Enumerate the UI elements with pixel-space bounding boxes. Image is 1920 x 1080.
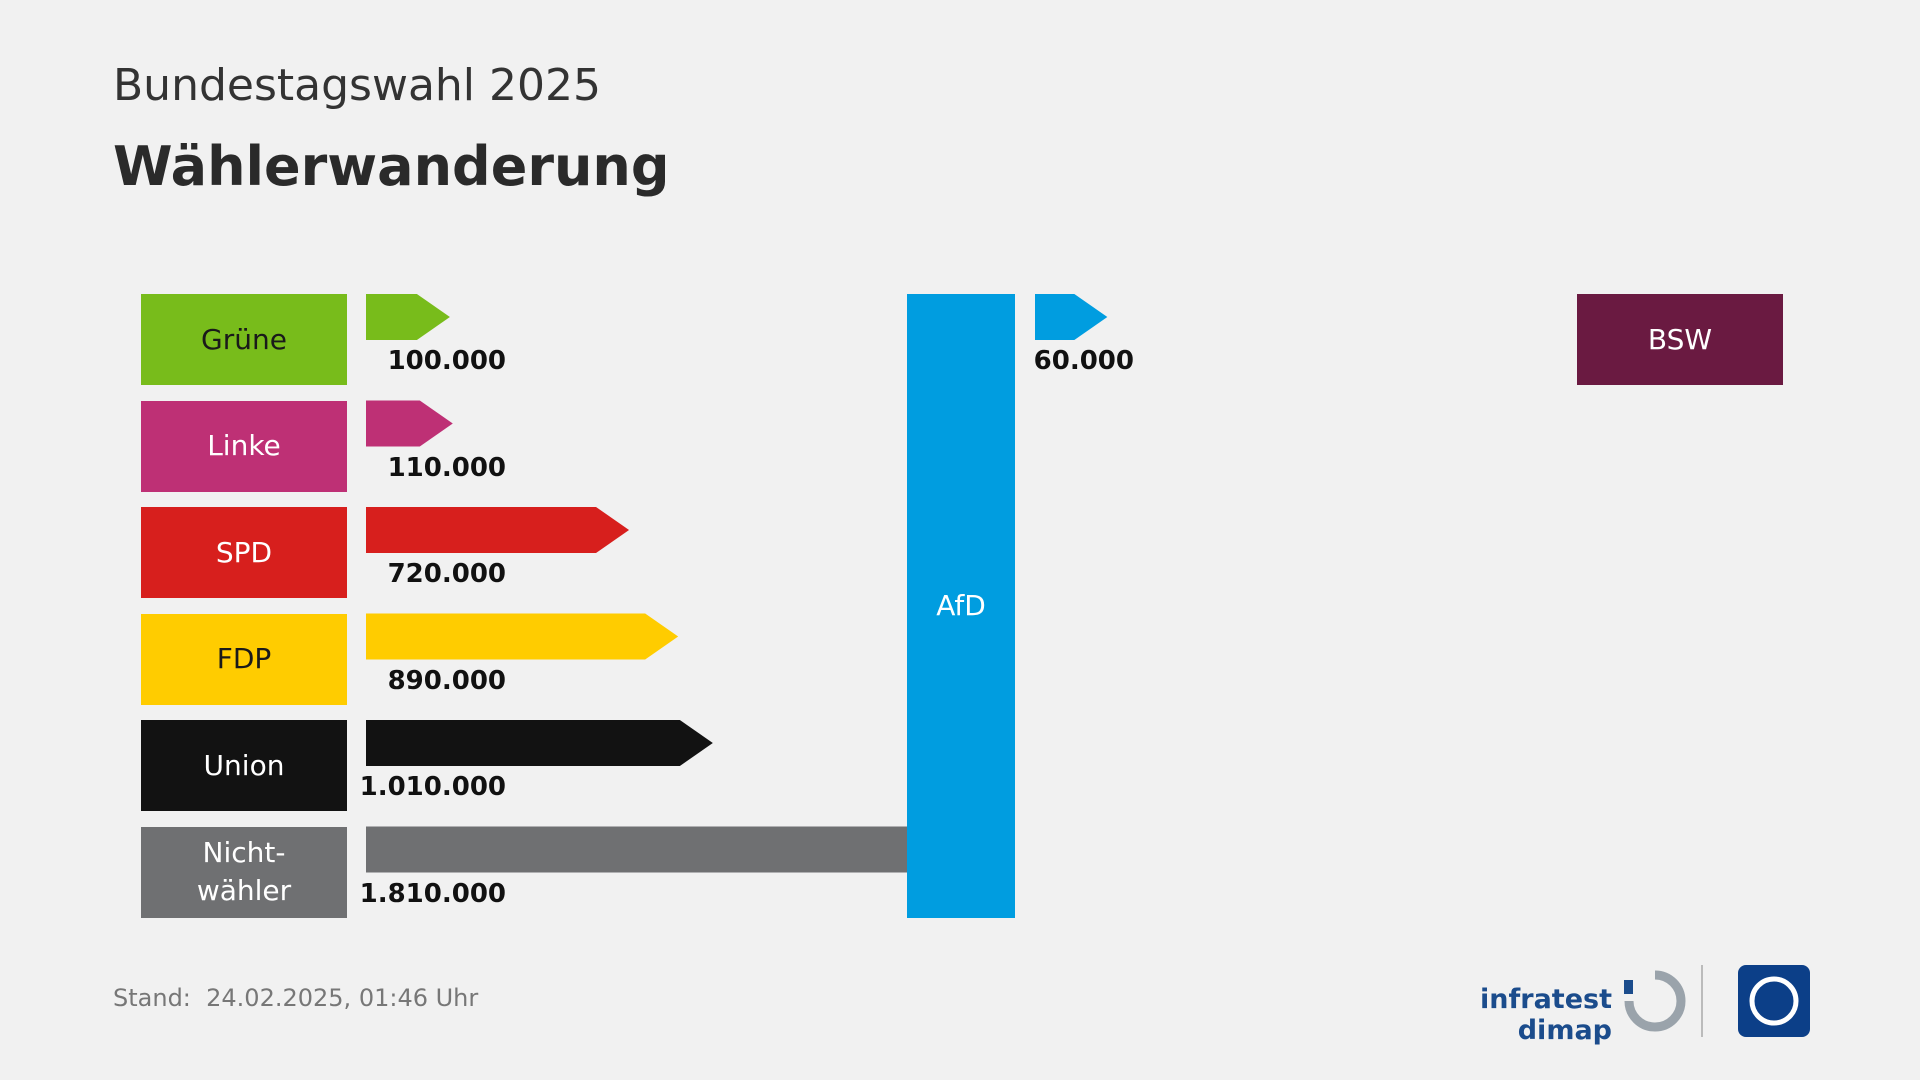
source-box: Grüne xyxy=(141,294,347,385)
title: Wählerwanderung xyxy=(113,135,670,198)
source-box: Union xyxy=(141,720,347,811)
flow-arrow xyxy=(366,720,713,766)
target-bar: AfD xyxy=(907,294,1015,918)
flow-arrow xyxy=(366,826,944,873)
ard-logo-ring xyxy=(1749,976,1799,1026)
value-label: 100.000 xyxy=(387,346,506,376)
value-label: 60.000 xyxy=(1033,346,1134,376)
value-label: 720.000 xyxy=(387,559,506,589)
value-label: 110.000 xyxy=(387,452,506,483)
dimap-logo-bar xyxy=(1624,980,1633,994)
source-box: Linke xyxy=(141,400,347,492)
flow-arrow xyxy=(366,400,453,447)
source-box: FDP xyxy=(141,613,347,705)
source-box: SPD xyxy=(141,507,347,598)
subtitle: Bundestagswahl 2025 xyxy=(113,60,601,111)
source-box: Nicht- wähler xyxy=(141,826,347,918)
flow-arrow xyxy=(1035,294,1108,340)
source-logo: infratest dimap xyxy=(1480,984,1612,1046)
dimap-logo xyxy=(1624,970,1686,1032)
value-label: 890.000 xyxy=(387,665,506,696)
ard-logo xyxy=(1738,965,1810,1037)
outflow-box: BSW xyxy=(1577,294,1783,385)
flow-arrow xyxy=(366,507,630,553)
value-label: 1.010.000 xyxy=(359,772,506,802)
footer: Stand: 24.02.2025, 01:46 Uhr xyxy=(113,984,479,1012)
value-label: 1.810.000 xyxy=(359,878,506,909)
flow-arrow xyxy=(366,294,450,340)
flow-arrow xyxy=(366,613,679,660)
